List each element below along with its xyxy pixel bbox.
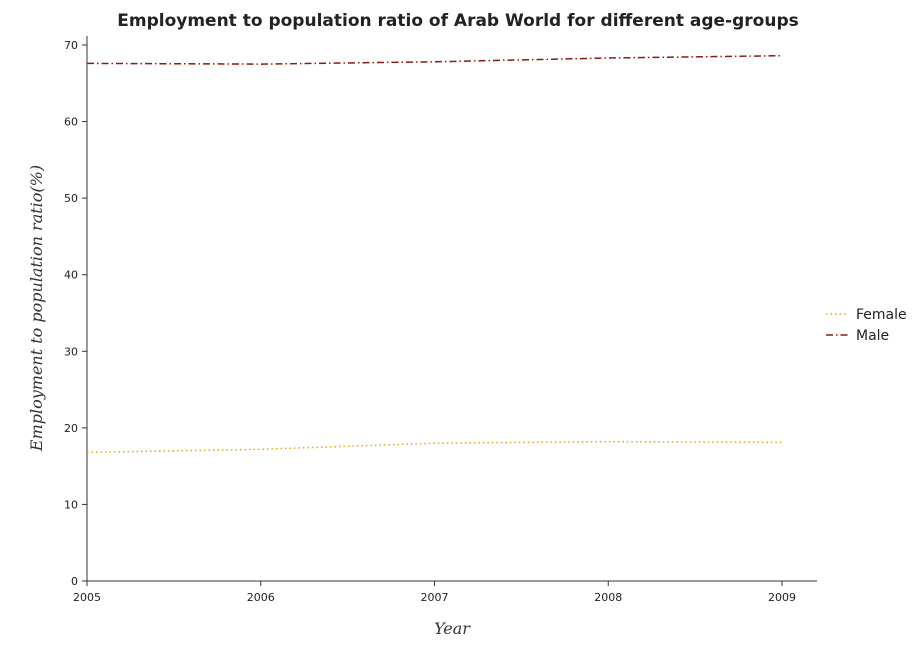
series-line-female (86, 440, 783, 454)
y-tick-label: 0 (71, 575, 78, 588)
y-tick-label: 60 (64, 116, 78, 129)
x-axis-ticks: 2005 2006 2007 2008 2009 (73, 581, 796, 604)
y-axis-label: Employment to population ratio(%) (27, 165, 46, 452)
x-tick-label: 2006 (247, 591, 275, 604)
y-axis-ticks: 0 10 20 30 40 50 60 70 (64, 39, 87, 588)
plot-area (86, 36, 817, 582)
legend: Female Male (826, 307, 907, 344)
x-tick-label: 2008 (594, 591, 622, 604)
y-tick-label: 30 (64, 345, 78, 358)
y-tick-label: 50 (64, 192, 78, 205)
legend-label-female: Female (856, 307, 907, 323)
series-line-male (86, 54, 783, 65)
x-tick-label: 2007 (421, 591, 449, 604)
y-tick-label: 40 (64, 269, 78, 282)
x-tick-label: 2005 (73, 591, 101, 604)
chart-title: Employment to population ratio of Arab W… (117, 11, 798, 31)
y-tick-label: 20 (64, 422, 78, 435)
x-tick-label: 2009 (768, 591, 796, 604)
series-lines (86, 54, 783, 454)
x-axis-label: Year (434, 619, 471, 638)
legend-label-male: Male (856, 328, 889, 344)
y-tick-label: 70 (64, 39, 78, 52)
y-tick-label: 10 (64, 498, 78, 511)
